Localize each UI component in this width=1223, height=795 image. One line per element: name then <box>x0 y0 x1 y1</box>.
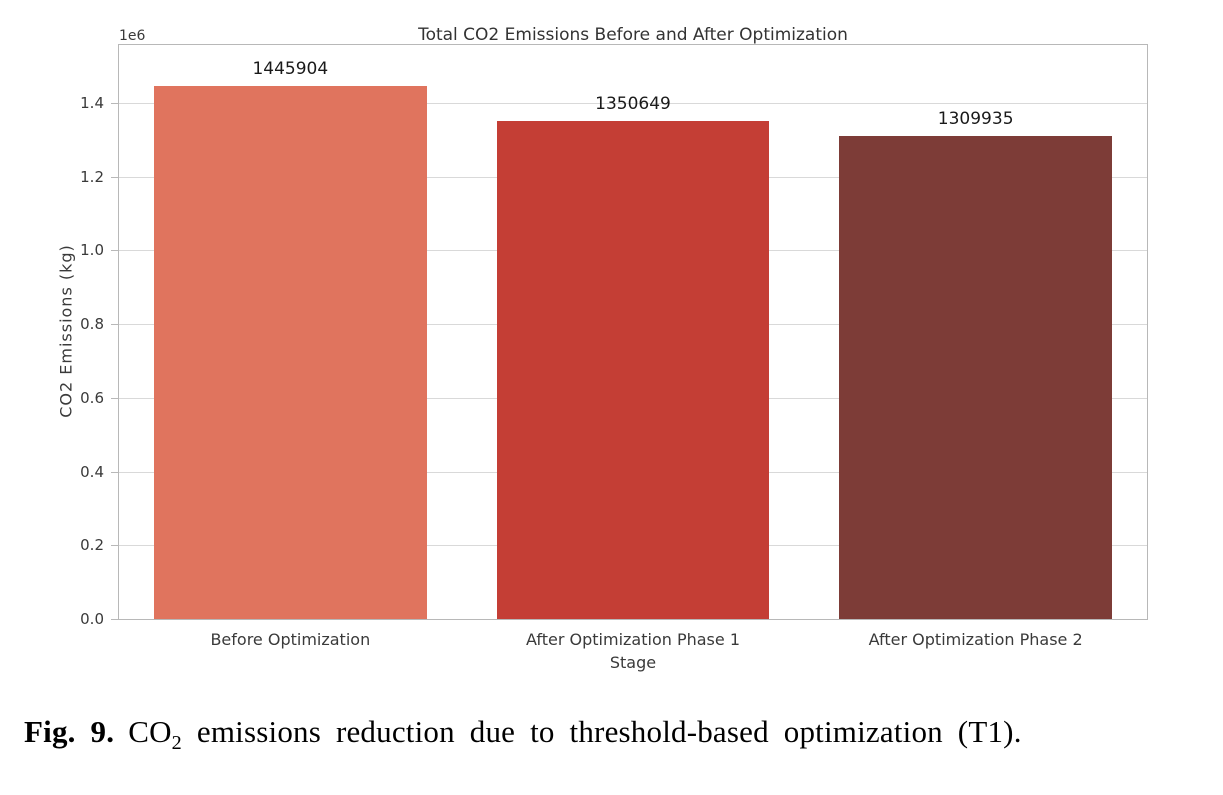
y-tick-label: 1.4 <box>80 93 104 112</box>
bar <box>496 121 770 619</box>
figure-caption: Fig. 9. CO2 emissions reduction due to th… <box>24 714 1210 753</box>
y-tick-mark <box>111 250 118 252</box>
figure-caption-label: Fig. 9. <box>24 714 115 749</box>
chart-title: Total CO2 Emissions Before and After Opt… <box>418 25 848 45</box>
y-tick-label: 0.4 <box>80 462 104 481</box>
x-tick-label: After Optimization Phase 2 <box>868 630 1083 649</box>
y-axis-offset-label: 1e6 <box>119 28 146 44</box>
plot-area: 1445904 1350649 1309935 <box>118 44 1148 620</box>
y-tick-label: 0.6 <box>80 388 104 407</box>
caption-subscript: 2 <box>171 732 182 755</box>
x-tick-label: After Optimization Phase 1 <box>526 630 740 649</box>
bar-value-label: 1350649 <box>595 94 671 115</box>
y-tick-label: 0.0 <box>80 610 104 628</box>
y-tick-mark <box>111 102 118 104</box>
y-tick-mark <box>111 176 118 178</box>
bar <box>839 136 1112 619</box>
y-tick-mark <box>111 471 118 473</box>
x-axis-title: Stage <box>609 653 657 672</box>
y-tick-label: 1.2 <box>80 167 104 186</box>
y-tick-mark <box>111 619 118 620</box>
caption-rest-text: emissions reduction due to threshold-bas… <box>181 714 1022 749</box>
emissions-bar-chart: Total CO2 Emissions Before and After Opt… <box>57 25 1148 672</box>
figure-caption-text: CO2 emissions reduction due to threshold… <box>128 714 1022 753</box>
y-tick-label: 0.8 <box>80 315 104 334</box>
y-tick-label: 1.0 <box>80 241 104 260</box>
y-tick-label: 0.2 <box>80 536 104 555</box>
bar-value-label: 1309935 <box>937 109 1014 130</box>
y-tick-mark <box>111 324 118 326</box>
caption-co-text: CO <box>128 714 172 749</box>
y-tick-mark <box>111 397 118 399</box>
gridline <box>119 102 1147 104</box>
bar-value-label: 1445904 <box>252 58 329 79</box>
y-tick-mark <box>111 545 118 547</box>
x-tick-label: Before Optimization <box>210 630 371 649</box>
bar <box>154 85 427 619</box>
